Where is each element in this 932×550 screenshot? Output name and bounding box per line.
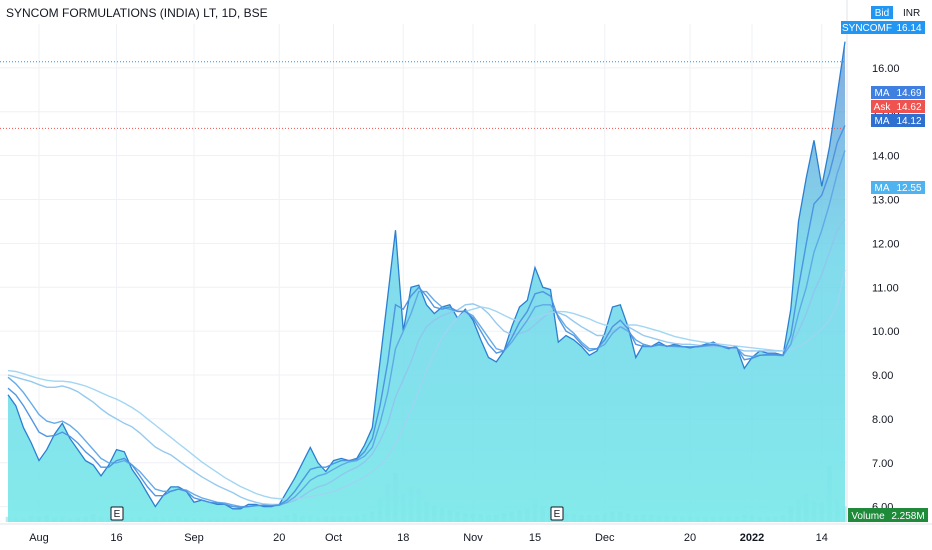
moving-average-line — [7, 269, 846, 500]
price-tag: MA 14.69 — [871, 86, 925, 99]
y-tick-label: 14.00 — [872, 151, 900, 163]
y-tick-label: 12.00 — [872, 238, 900, 250]
earnings-marker[interactable]: E — [550, 506, 564, 521]
price-tag-label-bg — [871, 100, 893, 113]
x-tick-label: 2022 — [740, 532, 764, 544]
price-tag-label: Ask — [874, 102, 892, 113]
price-tag-value-bg — [893, 181, 925, 194]
price-line — [7, 41, 846, 510]
price-tag-label-bg — [871, 6, 893, 19]
earnings-marker-label: E — [114, 509, 121, 520]
y-axis[interactable]: 6.007.008.009.0010.0011.0012.0013.0014.0… — [846, 0, 932, 550]
price-tag: MA 14.12 — [871, 114, 925, 127]
y-tick-label: 7.00 — [872, 458, 893, 470]
volume-tag-value: 2.258M — [891, 511, 924, 522]
moving-average-line — [7, 150, 846, 508]
volume-tag-label: Volume — [851, 511, 885, 522]
y-tick-label: 16.00 — [872, 63, 900, 75]
price-tag-label: MA — [875, 88, 890, 99]
moving-average-lines — [7, 125, 846, 509]
y-tick-label: 13.00 — [872, 195, 900, 207]
price-tag-label: Bid — [875, 8, 889, 19]
volume-tag: Volume 2.258M — [848, 508, 928, 522]
chart-title: SYNCOM FORMULATIONS (INDIA) LT, 1D, BSE — [6, 6, 268, 20]
currency-label: INR — [903, 8, 920, 19]
x-tick-label: Dec — [595, 532, 615, 544]
x-axis[interactable]: Aug 16 Sep 20 Oct 18 Nov 15 Dec 20 2022 14 — [0, 523, 932, 544]
price-tag-label: MA — [875, 183, 890, 194]
earnings-marker[interactable]: E — [110, 506, 124, 521]
price-tag: SYNCOMF 16.14 — [841, 21, 925, 34]
price-tag-value: 14.69 — [896, 88, 921, 99]
price-area-series — [7, 41, 846, 522]
earnings-marker-box — [110, 506, 124, 521]
y-tick-label: 10.00 — [872, 326, 900, 338]
x-tick-label: 18 — [397, 532, 409, 544]
x-tick-label: Sep — [184, 532, 204, 544]
volume-tag-label-bg — [848, 508, 888, 522]
moving-average-line — [7, 125, 846, 509]
price-tag-label-bg — [841, 21, 893, 34]
price-tag-label-bg — [871, 181, 893, 194]
price-reference-lines — [0, 61, 846, 129]
x-tick-label: 14 — [816, 532, 828, 544]
price-tag-value-bg — [893, 21, 925, 34]
price-tag-value: 14.62 — [896, 102, 921, 113]
price-tag-label: SYNCOMF — [842, 23, 892, 34]
earnings-marker-label: E — [554, 509, 561, 520]
x-tick-label: Aug — [29, 532, 49, 544]
price-tag: MA 12.55 — [871, 181, 925, 194]
price-tag-value-bg — [893, 100, 925, 113]
volume-bar — [5, 516, 11, 522]
price-tag-label: MA — [875, 116, 890, 127]
price-tag-value-bg — [893, 114, 925, 127]
price-tag: Bid — [871, 6, 893, 19]
earnings-marker-box — [550, 506, 564, 521]
x-tick-label: 20 — [273, 532, 285, 544]
price-tag-value: 16.14 — [896, 23, 921, 34]
price-tag-label-bg — [871, 86, 893, 99]
price-tag-value: 12.55 — [896, 183, 921, 194]
x-tick-label: 16 — [110, 532, 122, 544]
price-tag-value: 14.12 — [896, 116, 921, 127]
x-tick-label: 20 — [684, 532, 696, 544]
price-tags: INR Bid SYNCOMF 16.14 MA 14.69 Ask 14.62 MA 14.12… — [841, 6, 928, 522]
price-tag-value-bg — [893, 86, 925, 99]
y-tick-label: 9.00 — [872, 370, 893, 382]
y-tick-label: 11.00 — [872, 282, 899, 294]
x-tick-label: 15 — [529, 532, 541, 544]
y-tick-label: 8.00 — [872, 414, 893, 426]
x-tick-label: Nov — [463, 532, 483, 544]
x-tick-label: Oct — [325, 532, 342, 544]
volume-tag-value-bg — [888, 508, 928, 522]
price-tag-label-bg — [871, 114, 893, 127]
price-area-fill — [8, 41, 845, 522]
price-tag: Ask 14.62 — [871, 100, 925, 113]
